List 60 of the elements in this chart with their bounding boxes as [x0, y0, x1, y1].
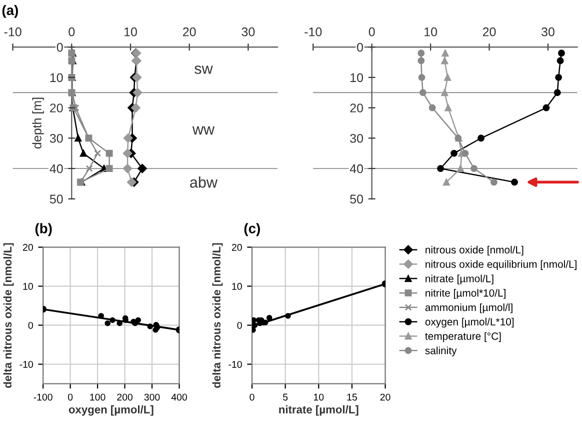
x-tick-label: -10: [304, 27, 322, 36]
y-tick-label: -10: [228, 360, 242, 368]
x-tick-label: 0: [68, 27, 75, 36]
annotation: abw: [190, 176, 218, 188]
x-tick-label: 20: [183, 27, 196, 36]
y-tick-label: 10: [23, 282, 33, 290]
y-tick-label: 0: [56, 42, 63, 52]
y-tick-label: -10: [20, 360, 33, 368]
y-tick-label: 10: [350, 73, 364, 82]
y-tick-label: 10: [50, 73, 63, 82]
x-tick-label: 100: [90, 394, 106, 401]
y-tick-label: 40: [50, 164, 63, 174]
y-axis-title: delta nitrous oxide [nmol/L]: [3, 243, 14, 388]
x-tick-label: 10: [314, 394, 324, 401]
legend-label: ammonium [µmol/l]: [425, 303, 512, 314]
annotation: ww: [192, 126, 215, 134]
chart-title: (a): [2, 4, 18, 18]
chart-title: (b): [35, 223, 52, 236]
y-tick-label: 0: [357, 42, 364, 52]
x-tick-label: 0: [250, 394, 254, 401]
y-tick-label: 10: [232, 282, 242, 290]
y-tick-label: 30: [350, 134, 364, 143]
legend-label: nitrite [µmol*10/L]: [426, 289, 506, 299]
x-tick-label: -10: [4, 27, 22, 36]
y-tick-label: 20: [23, 244, 33, 251]
legend-label: nitrate [µmol/L]: [426, 274, 494, 284]
y-tick-label: 20: [350, 104, 364, 112]
y-axis-title: depth [m]: [32, 98, 44, 148]
y-tick-label: 40: [350, 164, 364, 174]
y-tick-label: 0: [28, 322, 33, 329]
y-tick-label: 20: [232, 244, 242, 251]
legend-label: nitrous oxide equilibrium [nmol/L]: [426, 260, 576, 270]
y-tick-label: 0: [237, 322, 242, 329]
x-tick-label: 20: [380, 394, 390, 401]
annotation: sw: [194, 66, 213, 74]
x-tick-label: 10: [124, 27, 137, 36]
x-tick-label: 30: [242, 27, 255, 36]
x-tick-label: 10: [424, 27, 438, 36]
legend-label: nitrous oxide [nmol/L]: [426, 246, 524, 256]
x-tick-label: 30: [542, 27, 554, 36]
y-tick-label: 50: [350, 194, 364, 204]
x-tick-label: -100: [34, 394, 52, 401]
x-tick-label: 400: [171, 394, 187, 401]
x-tick-label: 300: [144, 394, 160, 401]
y-tick-label: 20: [50, 104, 63, 112]
x-tick-label: 200: [117, 394, 133, 401]
x-tick-label: 20: [482, 27, 496, 36]
x-tick-label: 5: [283, 394, 288, 401]
y-axis-title: delta nitrous oxide [nmol/L]: [212, 243, 223, 388]
x-tick-label: 0: [368, 27, 375, 36]
chart-title: (c): [244, 223, 260, 236]
x-tick-label: 0: [68, 394, 73, 401]
y-tick-label: 50: [50, 194, 63, 204]
legend-label: salinity: [425, 346, 457, 356]
x-tick-label: 15: [347, 394, 357, 401]
x-axis-title: oxygen [µmol/L]: [68, 405, 154, 416]
y-tick-label: 30: [50, 134, 63, 143]
legend-label: temperature [°C]: [425, 332, 501, 342]
legend-label: oxygen [µmol/L*10]: [425, 318, 514, 328]
x-axis-title: nitrate [µmol/L]: [279, 405, 358, 416]
